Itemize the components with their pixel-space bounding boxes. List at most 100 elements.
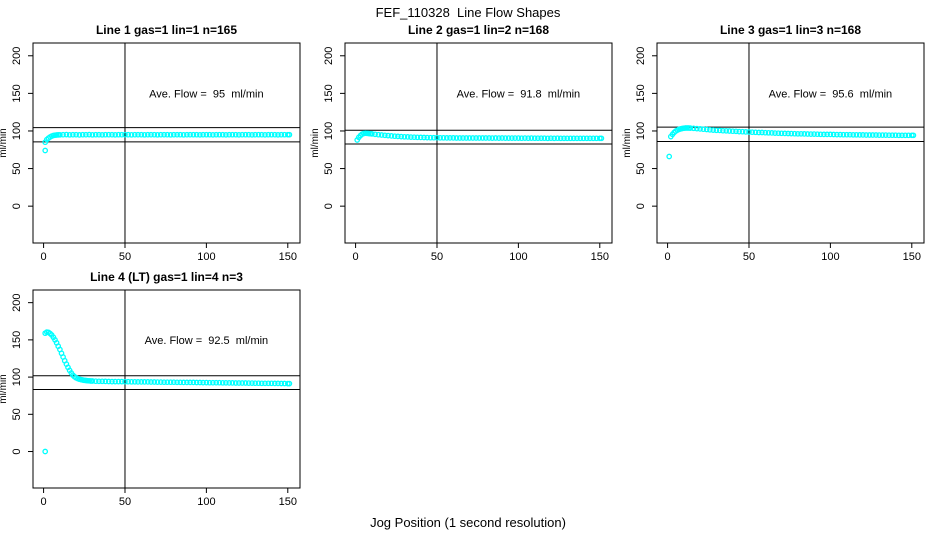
data-point — [255, 380, 262, 387]
data-point — [837, 131, 844, 138]
panel-line-2: Line 2 gas=1 lin=2 n=168 0 50 100 150 0 50 100 1… — [310, 23, 613, 263]
panel-line-1: Line 1 gas=1 lin=1 n=165 0 50 100 150 0 50 100 1… — [0, 23, 301, 263]
data-point — [430, 134, 437, 141]
data-point — [882, 132, 889, 138]
data-point — [703, 126, 710, 133]
x-tick-label: 150 — [591, 251, 609, 263]
y-tick-label: 0 — [11, 203, 23, 209]
data-point — [213, 131, 220, 138]
data-point — [236, 131, 242, 138]
data-point — [788, 130, 795, 137]
data-point — [492, 135, 499, 141]
data-point — [860, 132, 866, 138]
data-point — [372, 131, 378, 138]
data-point — [411, 134, 418, 141]
data-point — [161, 379, 167, 386]
data-point — [716, 127, 723, 134]
data-point — [811, 131, 817, 137]
x-tick-label: 50 — [119, 251, 131, 263]
data-point — [141, 379, 148, 385]
data-point — [567, 135, 574, 142]
data-point — [768, 130, 775, 136]
data-point — [131, 378, 138, 385]
data-point — [804, 131, 811, 137]
data-point — [286, 131, 293, 138]
data-point — [749, 129, 756, 136]
data-point — [391, 133, 398, 140]
data-point — [131, 131, 138, 138]
y-tick-label: 200 — [11, 293, 23, 311]
data-point — [161, 131, 167, 138]
data-point — [105, 378, 112, 385]
data-point — [42, 147, 49, 154]
data-point — [193, 379, 200, 386]
x-tick-label: 50 — [743, 251, 755, 263]
data-point — [713, 127, 720, 134]
data-point — [697, 126, 703, 132]
data-point — [580, 135, 587, 142]
data-points — [354, 130, 605, 143]
data-point — [190, 131, 197, 138]
data-point — [598, 135, 605, 142]
data-point — [275, 380, 281, 387]
y-tick-label: 100 — [11, 368, 23, 386]
data-point — [216, 379, 223, 386]
data-point — [135, 379, 141, 385]
data-point — [827, 131, 834, 138]
data-point — [249, 131, 255, 138]
data-point — [505, 135, 512, 141]
data-point — [271, 131, 278, 138]
data-point — [486, 135, 492, 141]
data-point — [226, 131, 233, 138]
data-point — [170, 379, 177, 386]
data-points — [666, 125, 917, 160]
data-point — [164, 131, 171, 138]
data-point — [378, 132, 385, 138]
data-point — [60, 131, 66, 138]
data-point — [262, 131, 268, 138]
data-point — [843, 131, 850, 138]
y-tick-label: 200 — [635, 47, 647, 65]
data-point — [453, 135, 460, 141]
data-point — [249, 380, 255, 386]
data-point — [57, 131, 63, 138]
data-point — [388, 133, 395, 139]
data-point — [733, 128, 739, 135]
data-point — [765, 129, 772, 136]
data-point — [772, 130, 778, 136]
data-point — [509, 135, 515, 141]
data-point — [794, 130, 801, 137]
plot-box — [32, 42, 301, 244]
data-point — [245, 131, 252, 138]
data-point — [385, 132, 391, 139]
data-point — [778, 130, 785, 137]
data-point — [752, 129, 759, 136]
data-point — [73, 131, 79, 138]
data-point — [245, 380, 252, 386]
data-point — [151, 131, 158, 138]
data-point — [551, 135, 558, 142]
data-point — [213, 379, 220, 386]
data-point — [398, 133, 405, 140]
data-point — [109, 378, 115, 385]
data-point — [460, 135, 466, 141]
data-point — [210, 379, 216, 386]
data-point — [746, 129, 752, 135]
y-tick-label: 0 — [11, 448, 23, 454]
data-point — [151, 379, 158, 385]
data-point — [541, 135, 548, 142]
data-point — [496, 135, 502, 141]
data-point — [144, 379, 151, 385]
data-point — [710, 127, 717, 133]
data-point — [535, 135, 541, 142]
data-point — [275, 131, 281, 138]
y-axis-label: ml/min — [0, 128, 9, 157]
data-point — [184, 131, 190, 138]
data-point — [850, 131, 857, 138]
data-point — [873, 132, 879, 138]
data-point — [808, 131, 814, 137]
data-point — [395, 133, 401, 140]
data-point — [762, 129, 769, 136]
data-point — [687, 125, 694, 131]
